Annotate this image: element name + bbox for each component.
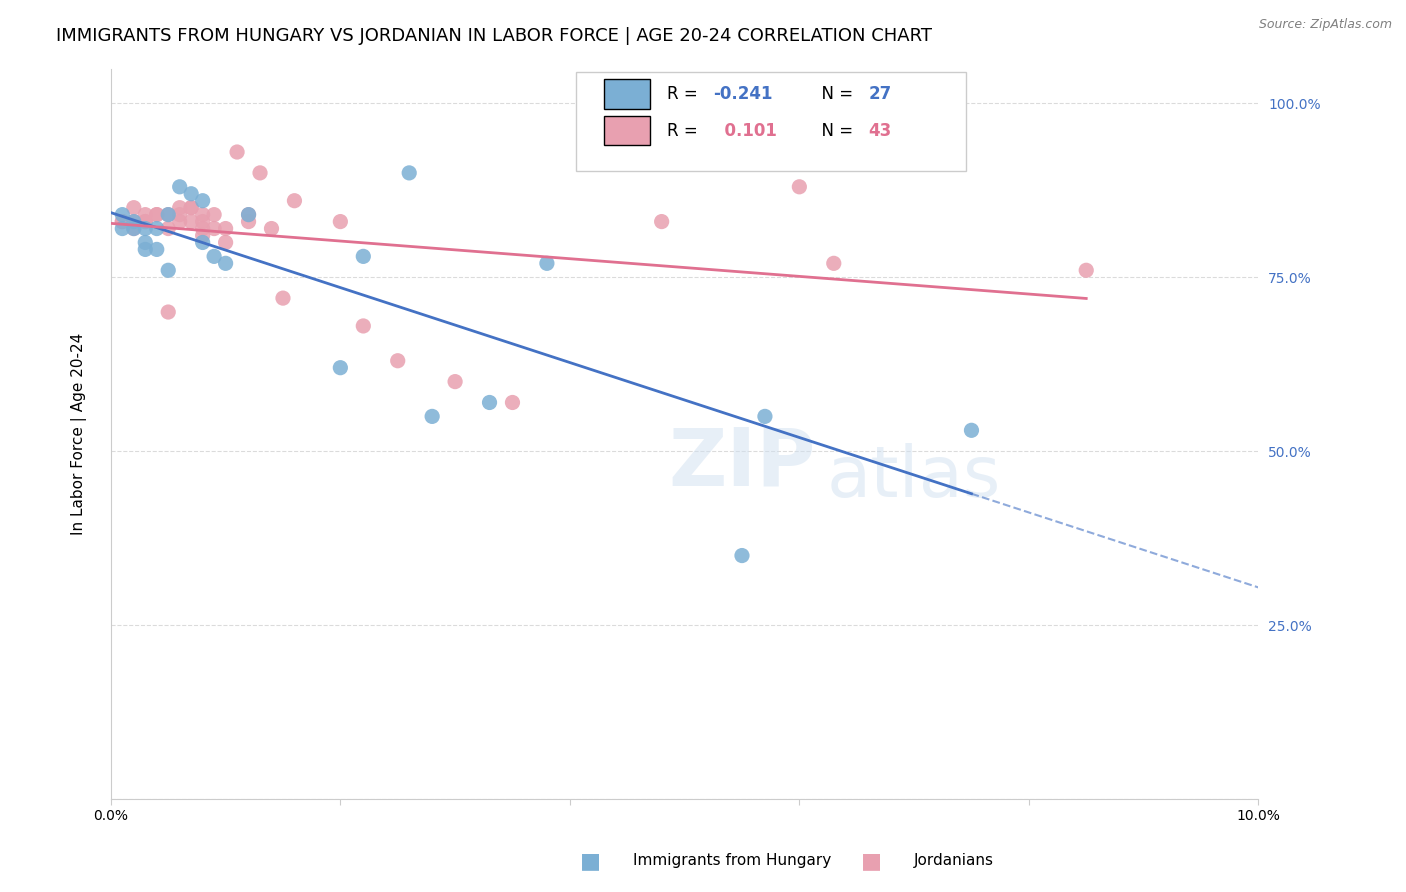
Point (122, 201, 145, 215)
Text: atlas: atlas (827, 443, 1001, 512)
Point (420, 409, 443, 424)
Point (169, 208, 191, 222)
Text: R =: R = (668, 85, 703, 103)
Point (134, 243, 156, 257)
Point (226, 145, 249, 159)
Point (145, 221, 167, 235)
Point (398, 166, 420, 180)
Point (191, 228, 214, 243)
Point (134, 221, 156, 235)
Text: 43: 43 (868, 121, 891, 140)
Point (789, 179, 811, 194)
Point (444, 375, 467, 389)
Point (122, 221, 145, 235)
Point (122, 214, 145, 228)
Point (202, 249, 225, 263)
Y-axis label: In Labor Force | Age 20-24: In Labor Force | Age 20-24 (72, 333, 87, 535)
Point (387, 353, 409, 368)
Point (352, 318, 374, 333)
Point (111, 208, 134, 222)
Point (157, 208, 180, 222)
Text: ■: ■ (862, 851, 882, 871)
Point (180, 214, 202, 228)
Point (145, 208, 167, 222)
Point (169, 201, 191, 215)
Point (329, 214, 352, 228)
Text: IMMIGRANTS FROM HUNGARY VS JORDANIAN IN LABOR FORCE | AGE 20-24 CORRELATION CHAR: IMMIGRANTS FROM HUNGARY VS JORDANIAN IN … (56, 27, 932, 45)
Point (271, 291, 294, 305)
Point (214, 221, 236, 235)
Point (180, 201, 202, 215)
Point (122, 214, 145, 228)
Text: R =: R = (668, 121, 703, 140)
Point (731, 549, 754, 563)
Point (283, 194, 305, 208)
Point (111, 221, 134, 235)
Point (191, 214, 214, 228)
Point (214, 235, 236, 250)
Point (111, 214, 134, 228)
Point (157, 305, 180, 319)
Text: Jordanians: Jordanians (914, 854, 994, 868)
Point (157, 221, 180, 235)
Point (352, 249, 374, 263)
Point (191, 208, 214, 222)
Point (180, 186, 202, 201)
Point (134, 235, 156, 250)
Text: 27: 27 (868, 85, 891, 103)
Point (651, 214, 673, 228)
Text: Immigrants from Hungary: Immigrants from Hungary (633, 854, 831, 868)
Point (191, 221, 214, 235)
Point (169, 214, 191, 228)
Point (1076, 263, 1098, 277)
Text: 0.101: 0.101 (713, 121, 778, 140)
Text: ZIP: ZIP (668, 424, 815, 502)
Text: ■: ■ (581, 851, 600, 871)
Point (145, 208, 167, 222)
Point (191, 235, 214, 250)
Point (169, 179, 191, 194)
FancyBboxPatch shape (605, 79, 650, 109)
Point (960, 423, 983, 437)
Point (134, 208, 156, 222)
Point (329, 360, 352, 375)
Point (238, 214, 260, 228)
Point (122, 221, 145, 235)
Point (260, 221, 283, 235)
FancyBboxPatch shape (605, 116, 650, 145)
Point (111, 214, 134, 228)
Text: -0.241: -0.241 (713, 85, 773, 103)
Point (134, 214, 156, 228)
Point (249, 166, 271, 180)
Point (238, 208, 260, 222)
Point (180, 201, 202, 215)
Point (202, 221, 225, 235)
Point (157, 263, 180, 277)
Text: N =: N = (811, 85, 858, 103)
Point (823, 256, 845, 270)
FancyBboxPatch shape (575, 72, 966, 170)
Point (754, 409, 776, 424)
Text: N =: N = (811, 121, 858, 140)
Point (214, 256, 236, 270)
Point (238, 208, 260, 222)
Point (134, 214, 156, 228)
Point (191, 194, 214, 208)
Point (478, 395, 501, 409)
Point (157, 208, 180, 222)
Text: Source: ZipAtlas.com: Source: ZipAtlas.com (1258, 18, 1392, 31)
Point (145, 243, 167, 257)
Point (536, 256, 558, 270)
Point (501, 395, 523, 409)
Point (202, 208, 225, 222)
